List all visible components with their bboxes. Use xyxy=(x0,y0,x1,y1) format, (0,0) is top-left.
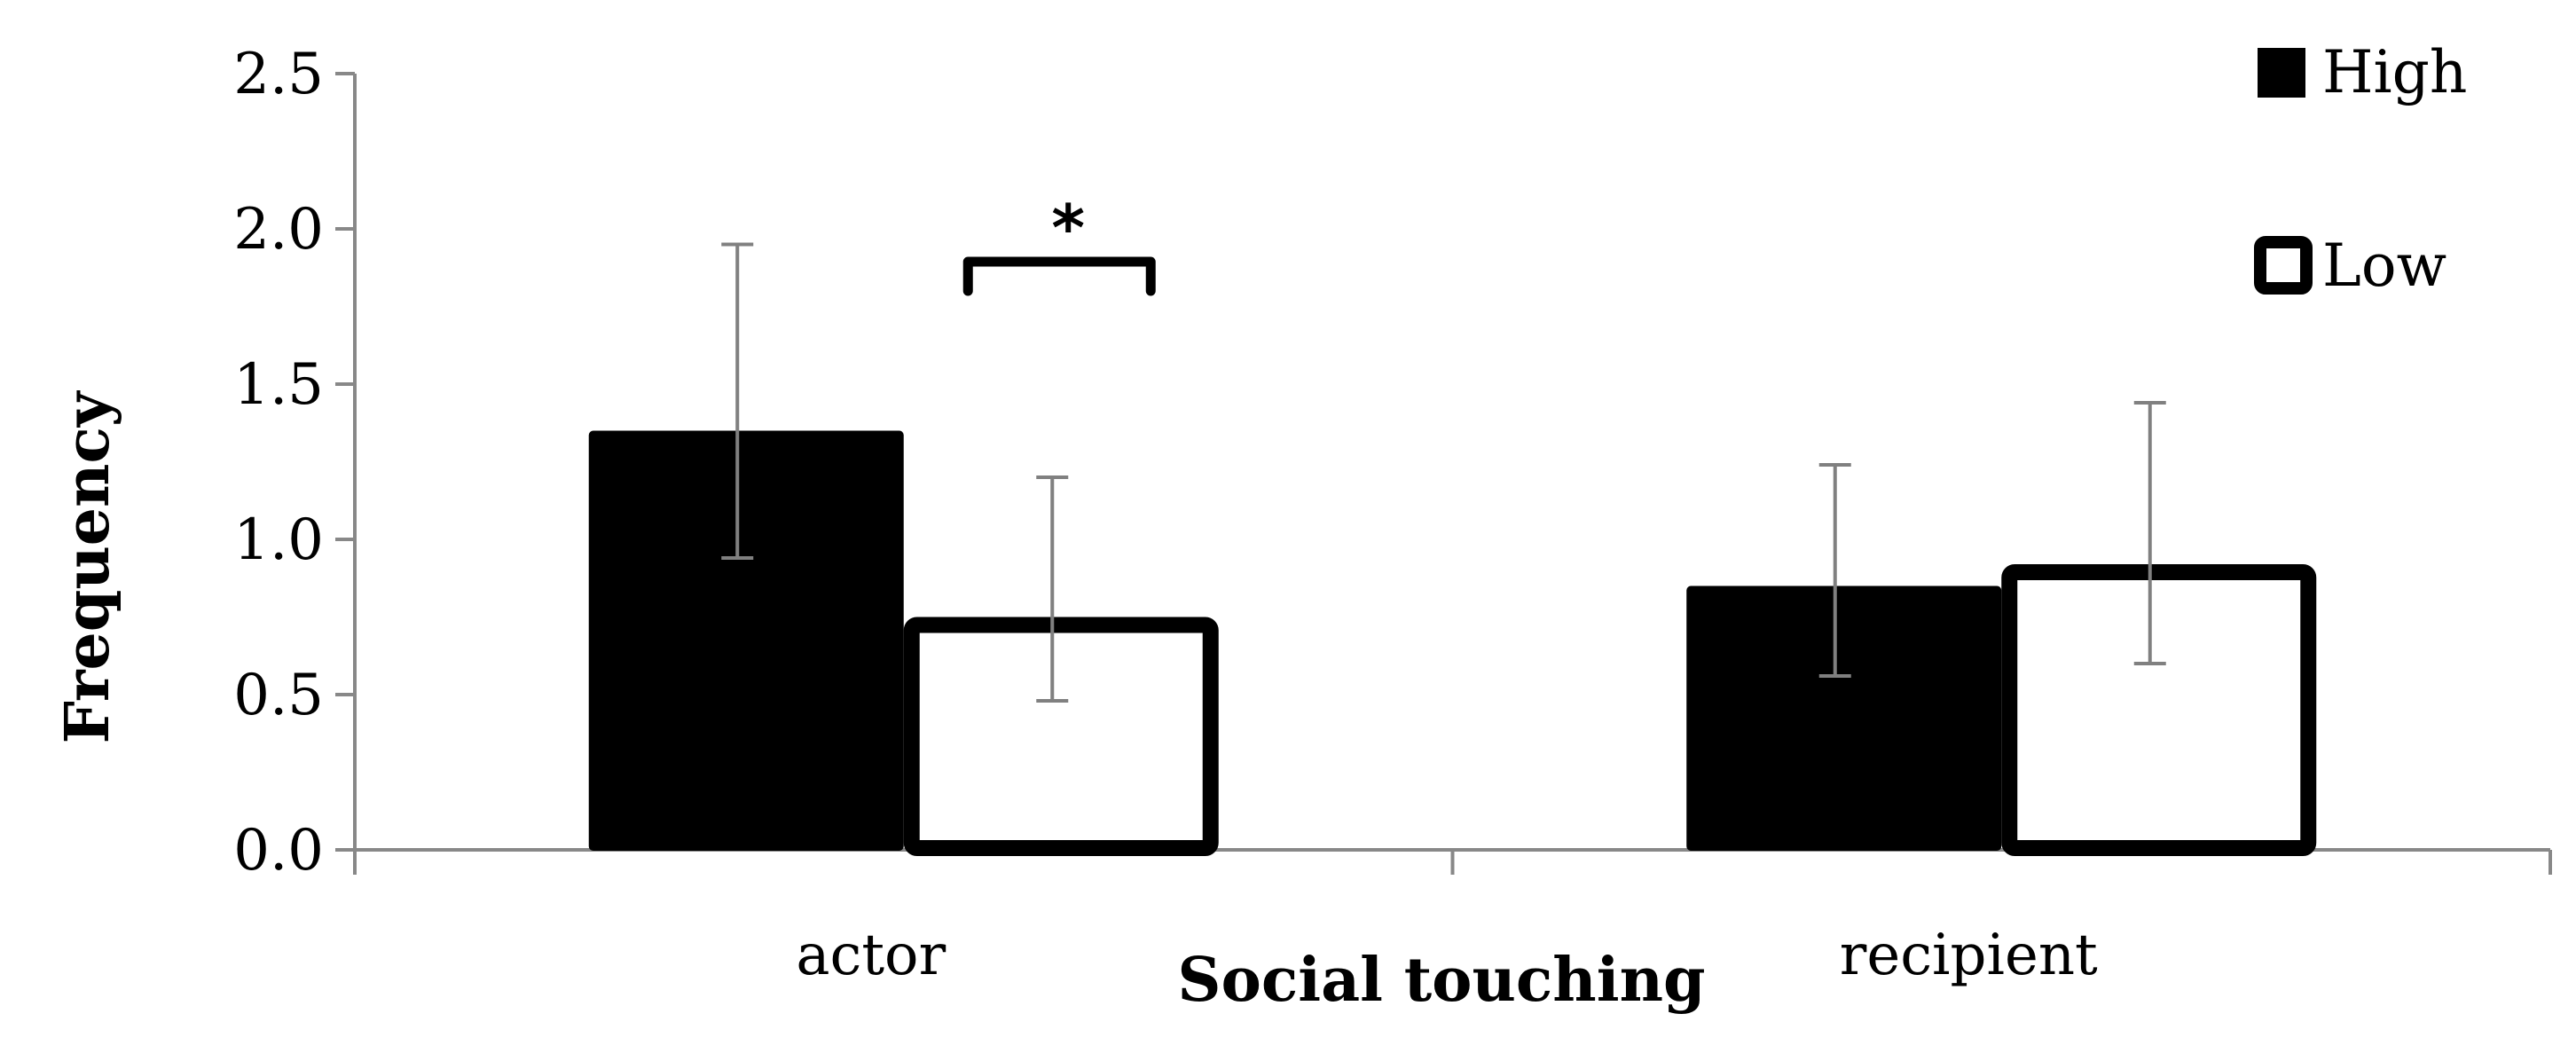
y-tick-label: 0.5 xyxy=(233,663,324,728)
significance-bracket xyxy=(962,256,1156,296)
y-tick-label: 2.0 xyxy=(233,197,324,263)
y-axis-title: Frequency xyxy=(52,389,123,743)
bars xyxy=(588,430,2317,856)
y-tick-label: 1.5 xyxy=(233,352,324,418)
legend-swatch-high xyxy=(2258,48,2305,98)
bar-high-recipient xyxy=(1686,585,2002,851)
bar-high-actor xyxy=(588,430,904,851)
legend-label-high: High xyxy=(2322,38,2467,106)
legend: High Low xyxy=(2254,38,2467,300)
y-tick-label: 0.0 xyxy=(233,818,324,884)
bar-low-recipient xyxy=(2001,564,2317,856)
significance-annotations: * xyxy=(962,191,1156,296)
legend-label-low: Low xyxy=(2322,232,2446,300)
bar-low-actor xyxy=(903,617,1219,856)
significance-label: * xyxy=(1051,191,1085,265)
y-tick-label: 1.0 xyxy=(233,507,324,573)
x-axis-title: Social touching xyxy=(1177,945,1705,1016)
x-tick-label-recipient: recipient xyxy=(1840,923,2098,988)
x-tick-label-actor: actor xyxy=(796,923,946,988)
y-tick-label: 2.5 xyxy=(233,42,324,107)
error-bars xyxy=(721,242,2166,703)
y-ticks: 0.0 0.5 1.0 1.5 2.0 2.5 xyxy=(233,42,355,884)
legend-swatch-low xyxy=(2254,236,2313,295)
category-labels: actor recipient xyxy=(796,923,2098,988)
